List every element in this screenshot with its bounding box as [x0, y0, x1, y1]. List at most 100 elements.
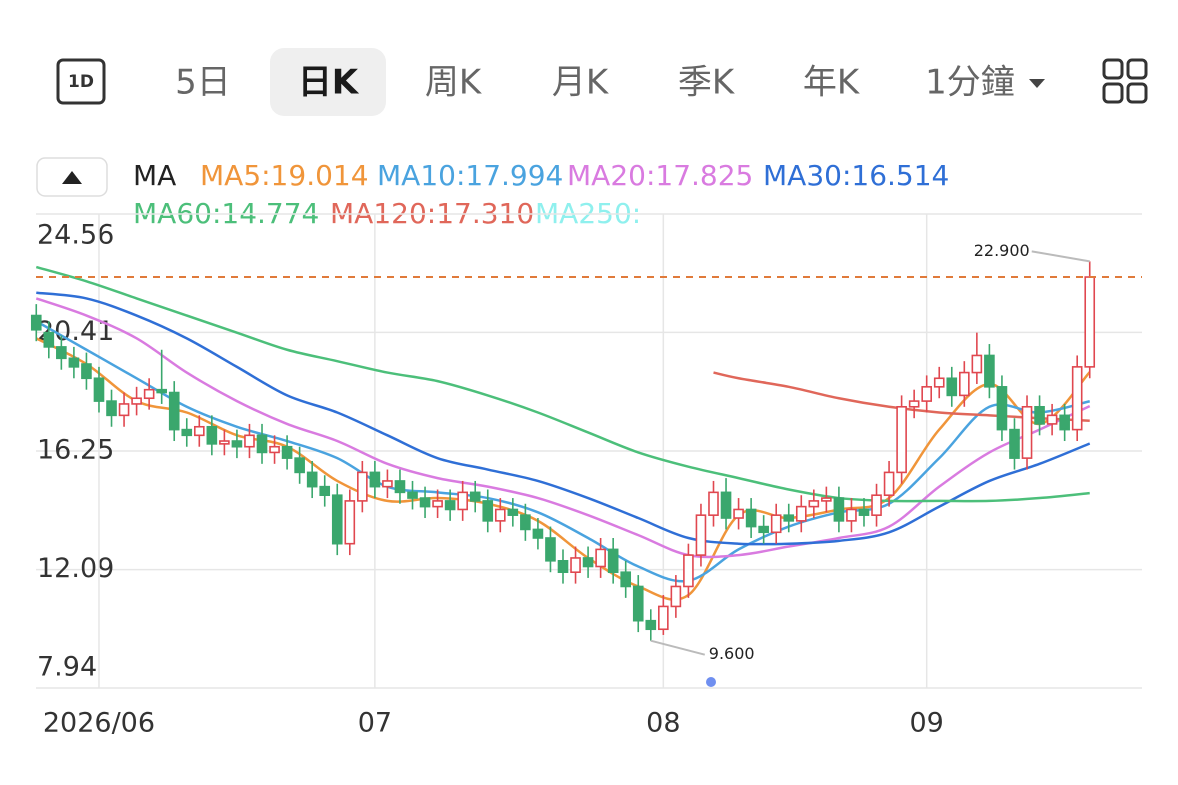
y-tick-label: 24.56 [37, 220, 114, 251]
layout-icon[interactable] [1102, 58, 1148, 104]
candle-body [457, 491, 468, 511]
candle-body [131, 397, 142, 405]
candle-body [319, 485, 331, 497]
candle-body [1009, 428, 1020, 459]
candle-body [996, 386, 1008, 431]
candle-body [1071, 366, 1083, 431]
candle-body [908, 400, 920, 408]
candle-body [896, 405, 907, 474]
day-icon-label: 1D [68, 72, 94, 92]
candle-body [708, 491, 719, 516]
candle-body [745, 508, 757, 528]
candle-body [1046, 414, 1058, 425]
candle-body [846, 508, 857, 522]
candle-body [1034, 405, 1045, 425]
candle-body [933, 377, 945, 388]
candle-body [821, 497, 832, 502]
legend-entry: MA5:19.014 [200, 159, 369, 192]
candle-body [256, 434, 268, 454]
candle-body [720, 491, 732, 519]
candle-body [570, 557, 581, 574]
candle-body [106, 400, 117, 417]
active-tab-bg [270, 48, 386, 116]
candle-body [494, 508, 506, 522]
candle-body [921, 386, 933, 402]
tab[interactable]: 季K [678, 63, 736, 103]
candle-body [394, 480, 406, 494]
candle-body [344, 500, 356, 545]
candle-body [357, 471, 368, 502]
candle-body [382, 480, 393, 488]
candle-body [432, 500, 443, 508]
candle-body [1084, 276, 1096, 368]
candle-body [946, 377, 958, 397]
ma-line [35, 320, 1091, 583]
x-tick-label: 07 [358, 708, 392, 739]
candle-body [683, 554, 694, 588]
candle-body [181, 428, 193, 437]
candle-body [783, 514, 795, 522]
candle-body [620, 571, 632, 588]
candle-body [670, 585, 682, 608]
candle-body [658, 605, 669, 631]
legend-entry: MA20:17.825 [567, 159, 753, 192]
dropdown-caret [1029, 79, 1045, 88]
ma-line [35, 297, 1091, 559]
x-tick-label: 09 [910, 708, 944, 739]
candle-body [883, 471, 895, 497]
x-tick-label: 2026/06 [43, 708, 155, 739]
candle-body [959, 371, 970, 397]
candle-body [582, 557, 594, 568]
tab[interactable]: 月K [552, 63, 610, 103]
candle-body [68, 357, 80, 368]
candle-body [56, 346, 67, 360]
legend-entry: MA30:16.514 [763, 159, 949, 192]
event-marker[interactable] [706, 677, 716, 687]
x-tick-label: 08 [646, 708, 680, 739]
candle-body [532, 528, 544, 539]
candle-body [331, 494, 343, 545]
day-icon[interactable] [56, 58, 106, 105]
y-tick-label: 7.94 [37, 652, 97, 683]
candle-body [294, 457, 305, 474]
candle-body [833, 497, 845, 522]
candle-body [607, 548, 619, 574]
annotation-label: 22.900 [974, 241, 1030, 260]
candle-body [43, 331, 55, 348]
candle-body [118, 403, 130, 417]
annotation-leader [650, 639, 706, 656]
candle-body [444, 500, 456, 511]
ma-line [35, 337, 1091, 601]
ma-line [35, 265, 1090, 503]
tab[interactable]: 5日 [175, 63, 231, 103]
candle-body [482, 500, 494, 522]
candle-body [143, 388, 155, 400]
candle-body [306, 471, 318, 488]
candle-body [1021, 405, 1033, 459]
annotation-label: 9.600 [709, 644, 755, 663]
candle-body [93, 377, 105, 402]
candle-body [645, 619, 657, 631]
legend-entry: MA10:17.994 [377, 159, 563, 192]
candle-body [168, 391, 180, 431]
candle-body [193, 425, 205, 437]
candle-body [520, 514, 531, 531]
tab[interactable]: 日K [298, 63, 360, 103]
tab[interactable]: 年K [803, 63, 861, 103]
ma-line [36, 291, 1091, 546]
candle-body [770, 514, 782, 534]
candle-body [419, 497, 431, 508]
candle-body [244, 434, 255, 448]
candle-body [1059, 414, 1070, 431]
candle-body [81, 363, 92, 380]
candle-body [871, 494, 882, 516]
candle-body [30, 314, 42, 331]
y-tick-label: 16.25 [37, 435, 114, 466]
tab[interactable]: 1分鐘 [925, 63, 1015, 103]
candle-body [808, 500, 820, 508]
candle-body [269, 445, 280, 454]
annotation-leader [1031, 250, 1090, 263]
candle-body [206, 425, 218, 445]
candle-body [219, 440, 230, 445]
tab[interactable]: 周K [425, 63, 483, 103]
